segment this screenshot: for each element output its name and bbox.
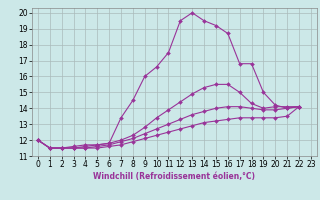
X-axis label: Windchill (Refroidissement éolien,°C): Windchill (Refroidissement éolien,°C) (93, 172, 255, 181)
